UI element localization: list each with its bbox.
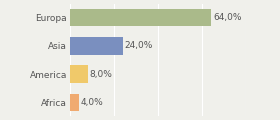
Text: 4,0%: 4,0% [81,98,103,107]
Bar [70,9,211,26]
Bar [70,65,88,83]
Text: 8,0%: 8,0% [89,70,112,79]
Text: 24,0%: 24,0% [125,41,153,50]
Text: 64,0%: 64,0% [213,13,241,22]
Bar [70,37,123,55]
Bar [70,94,79,111]
